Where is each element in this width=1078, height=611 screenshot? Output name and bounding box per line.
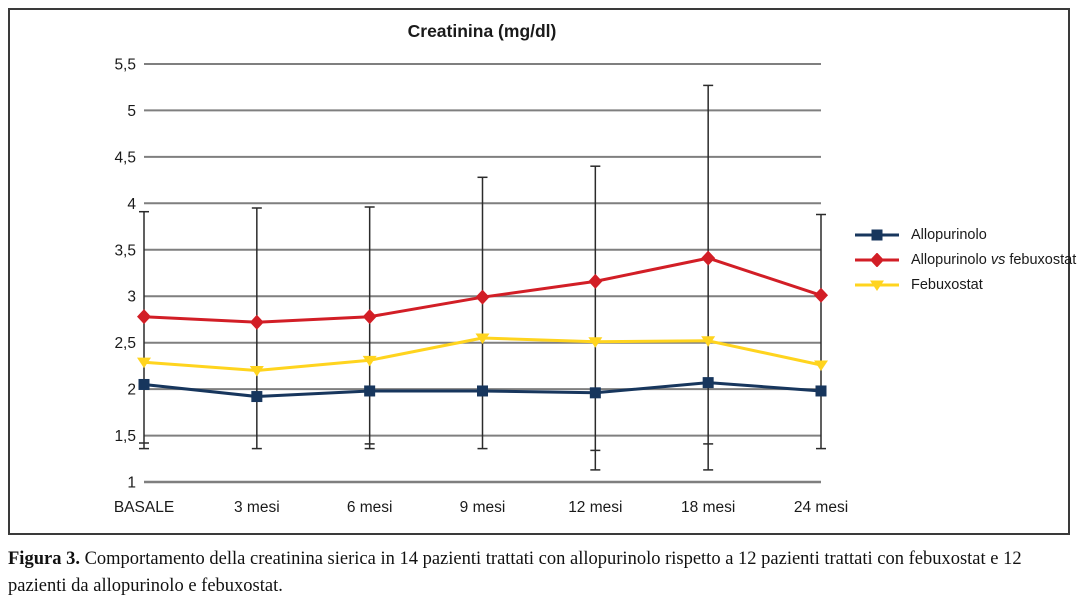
legend-label-italic-part: vs: [990, 251, 1006, 268]
triangle-down-marker: [249, 366, 264, 377]
y-tick-label: 1,5: [114, 428, 136, 445]
diamond-marker: [814, 287, 828, 303]
y-tick-label: 5,5: [114, 57, 136, 74]
triangle-down-marker: [588, 337, 603, 348]
y-tick-label: 2,5: [114, 335, 136, 352]
chart-title: Creatinina (mg/dl): [407, 21, 557, 41]
legend-label: Allopurinolo vs febuxostat: [911, 252, 1076, 268]
legend-label-part: Febuxostat: [911, 276, 983, 293]
caption-text: Comportamento della creatinina sierica i…: [8, 549, 1022, 596]
chart-legend: Allopurinolo Allopurinolo vs febuxostat Fe…: [854, 222, 1076, 297]
chart-plot: 5,5 5 4,5 4 3,5 3 2,5 2 1,5 1 BASALE 3 mesi 6 mesi 9 …: [114, 57, 848, 517]
legend-label: Allopurinolo: [911, 227, 987, 243]
y-tick-labels: 5,5 5 4,5 4 3,5 3 2,5 2 1,5 1: [114, 57, 136, 492]
caption-label: Figura 3.: [8, 549, 80, 569]
y-tick-label: 2: [127, 382, 136, 399]
legend-item: Allopurinolo: [854, 222, 1076, 247]
y-tick-label: 4,5: [114, 149, 136, 166]
legend-swatch: [855, 229, 899, 240]
square-marker: [702, 377, 714, 389]
triangle-down-marker: [362, 355, 377, 367]
y-tick-label: 1: [127, 475, 136, 492]
diamond-marker: [137, 309, 151, 325]
y-tick-label: 4: [127, 196, 136, 213]
legend-item: Febuxostat: [854, 272, 1076, 297]
y-tick-label: 5: [127, 103, 136, 120]
square-marker: [138, 378, 150, 390]
square-marker: [477, 385, 488, 397]
triangle-down-marker: [870, 280, 884, 291]
diamond-marker: [249, 314, 264, 330]
triangle-down-marker: [814, 360, 828, 371]
square-marker: [589, 387, 601, 399]
legend-swatch: [855, 252, 899, 267]
series-markers: [137, 250, 828, 403]
x-tick-label: 18 mesi: [681, 499, 735, 516]
diamond-marker: [362, 309, 377, 325]
x-tick-labels: BASALE 3 mesi 6 mesi 9 mesi 12 mesi 18 mesi 24…: [114, 499, 848, 516]
legend-label: Febuxostat: [911, 277, 983, 293]
legend-label-part: Allopurinolo: [911, 226, 987, 243]
triangle-down-marker: [475, 333, 490, 345]
x-tick-label: 24 mesi: [794, 499, 848, 516]
square-marker: [815, 385, 827, 397]
y-tick-label: 3: [127, 289, 136, 306]
triangle-down-marker: [137, 357, 151, 369]
triangle-down-marker: [701, 336, 716, 347]
diamond-marker: [475, 289, 490, 305]
square-marker: [364, 385, 376, 397]
legend-label-part: febuxostat: [1005, 251, 1077, 268]
diamond-marker: [870, 252, 884, 267]
x-tick-label: 6 mesi: [347, 499, 393, 516]
square-marker: [871, 229, 883, 240]
x-tick-label: 9 mesi: [460, 499, 506, 516]
legend-swatch: [855, 280, 899, 291]
square-marker: [251, 391, 263, 403]
diamond-marker: [588, 273, 603, 289]
y-tick-label: 3,5: [114, 242, 136, 259]
figure-caption: Figura 3. Comportamento della creatinina…: [8, 546, 1074, 600]
diamond-marker: [701, 250, 716, 266]
x-tick-label: 3 mesi: [234, 499, 280, 516]
x-tick-label: 12 mesi: [568, 499, 622, 516]
legend-item: Allopurinolo vs febuxostat: [854, 247, 1076, 272]
legend-label-part: Allopurinolo: [911, 251, 991, 268]
error-bars: [139, 84, 826, 471]
x-tick-label: BASALE: [114, 499, 174, 516]
figure-box: Creatinina (mg/dl) 5,5 5 4,5 4 3,5 3 2,5 2 1,5 1 B…: [8, 8, 1076, 535]
